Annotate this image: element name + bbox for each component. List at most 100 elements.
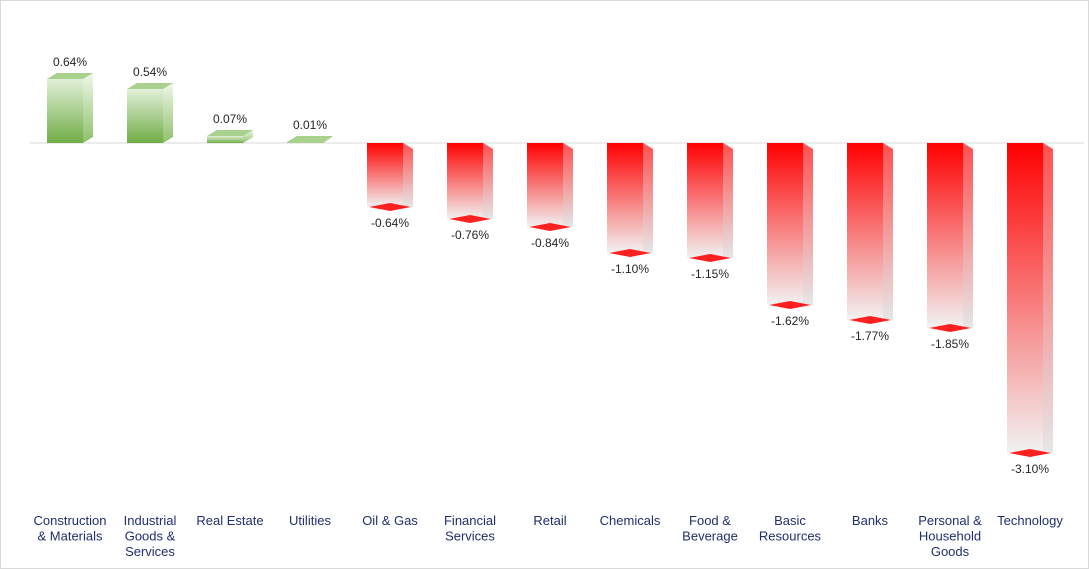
data-label: -1.77% [851, 329, 889, 343]
bar-side [163, 83, 173, 143]
data-label: -1.15% [691, 267, 729, 281]
data-label: 0.01% [293, 118, 327, 132]
bar-side [1043, 143, 1053, 453]
bar-front [687, 143, 723, 258]
bar-8 [607, 143, 653, 257]
data-label: -0.84% [531, 236, 569, 250]
bar-10 [767, 143, 813, 309]
bar-bottom-cap [449, 215, 491, 223]
bar-top [47, 73, 93, 79]
bar-front [127, 89, 163, 143]
bar-bottom-cap [609, 249, 651, 257]
category-label-line: Real Estate [196, 513, 263, 528]
category-label: Retail [533, 513, 566, 528]
data-label: 0.07% [213, 112, 247, 126]
bar-top [287, 136, 333, 142]
category-label-line: Banks [852, 513, 889, 528]
bar-front [287, 142, 323, 143]
bar-bottom-cap [529, 223, 571, 231]
bar-bottom-cap [929, 324, 971, 332]
bar-12 [927, 143, 973, 332]
data-label: -0.64% [371, 216, 409, 230]
bar-front [927, 143, 963, 328]
data-label: -1.10% [611, 262, 649, 276]
bar-11 [847, 143, 893, 324]
bar-side [323, 136, 333, 143]
bar-front [767, 143, 803, 305]
bar-bottom-cap [1009, 449, 1051, 457]
category-label: Chemicals [600, 513, 661, 528]
bar-front [47, 79, 83, 143]
bar-front [447, 143, 483, 219]
bar-7 [527, 143, 573, 231]
bar-5 [367, 143, 413, 211]
category-label-line: Utilities [289, 513, 331, 528]
bar-top [127, 83, 173, 89]
category-label-line: Industrial [124, 513, 177, 528]
category-label-line: Food & [689, 513, 731, 528]
category-label-line: Construction [34, 513, 107, 528]
category-label: Utilities [289, 513, 331, 528]
category-label-line: Goods [931, 544, 970, 559]
bar-top [207, 130, 253, 136]
bar-side [963, 143, 973, 328]
bar-13 [1007, 143, 1053, 457]
category-label-line: Financial [444, 513, 496, 528]
data-label: -0.76% [451, 228, 489, 242]
bar-1 [47, 73, 93, 143]
category-label: Oil & Gas [362, 513, 418, 528]
category-label-line: Services [125, 544, 175, 559]
bar-side [83, 73, 93, 143]
bar-3 [207, 130, 253, 143]
bar-6 [447, 143, 493, 223]
bar-front [1007, 143, 1043, 453]
category-label: Food & Beverage [682, 513, 738, 544]
category-label-line: Services [445, 529, 495, 544]
category-label-line: Beverage [682, 529, 738, 544]
bar-front [607, 143, 643, 253]
category-label: Personal & Household Goods [918, 513, 982, 559]
category-label-line: & Materials [37, 529, 103, 544]
bar-side [883, 143, 893, 320]
category-label-line: Chemicals [600, 513, 661, 528]
bar-front [367, 143, 403, 207]
category-label: Industrial Goods & Services [124, 513, 177, 559]
category-label: Technology [997, 513, 1063, 528]
bar-front [527, 143, 563, 227]
category-label: Construction & Materials [34, 513, 107, 544]
category-label-line: Goods & [125, 529, 176, 544]
category-label: Basic Resources [759, 513, 822, 544]
category-label: Real Estate [196, 513, 263, 528]
bar-bottom-cap [769, 301, 811, 309]
data-label: -1.62% [771, 314, 809, 328]
bar-side [803, 143, 813, 305]
bar-bottom-cap [689, 254, 731, 262]
data-label: -3.10% [1011, 462, 1049, 476]
data-label: -1.85% [931, 337, 969, 351]
bar-bottom-cap [369, 203, 411, 211]
bar-side [243, 130, 253, 143]
bar-2 [127, 83, 173, 143]
category-label-line: Personal & [918, 513, 982, 528]
category-label-line: Retail [533, 513, 566, 528]
data-label: 0.54% [133, 65, 167, 79]
bar-front [847, 143, 883, 320]
data-label: 0.64% [53, 55, 87, 69]
bar-side [563, 143, 573, 227]
bar-9 [687, 143, 733, 262]
bar-side [643, 143, 653, 253]
bar-side [403, 143, 413, 207]
category-label-line: Household [919, 529, 981, 544]
category-label-line: Basic [774, 513, 806, 528]
category-label: Financial Services [444, 513, 496, 544]
bar-bottom-cap [849, 316, 891, 324]
category-label: Banks [852, 513, 889, 528]
category-label-line: Technology [997, 513, 1063, 528]
bar-side [483, 143, 493, 219]
bar-4 [287, 136, 333, 143]
category-label-line: Resources [759, 529, 822, 544]
category-label-line: Oil & Gas [362, 513, 418, 528]
bar-front [207, 136, 243, 143]
